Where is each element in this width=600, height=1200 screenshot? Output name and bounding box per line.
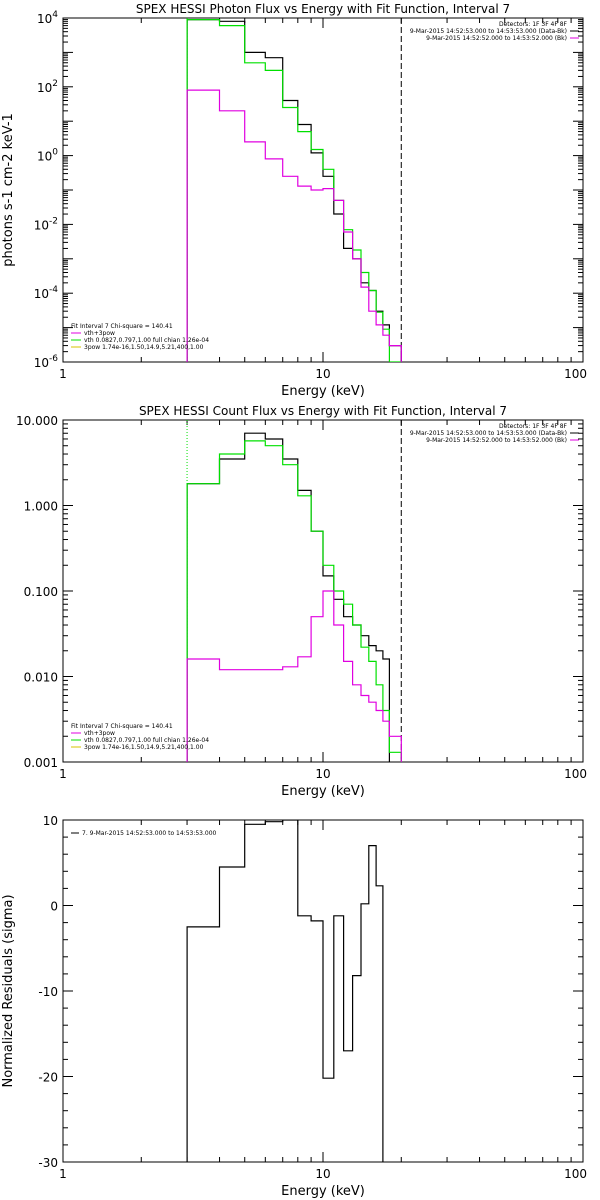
x-tick-label: 1 (59, 767, 67, 781)
data-series-2 (186, 440, 402, 762)
x-axis-label: Energy (keV) (281, 784, 365, 799)
x-axis-label: Energy (keV) (281, 1184, 365, 1199)
y-axis-label: Normalized Residuals (sigma) (1, 894, 16, 1087)
x-tick-label: 10 (315, 367, 330, 381)
data-series-2 (186, 19, 402, 362)
y-tick-label: -20 (38, 1071, 58, 1085)
y-tick-label: 0.001 (24, 756, 58, 770)
y-tick-label: 1.000 (24, 500, 58, 514)
x-tick-label: 10 (315, 1167, 330, 1181)
y-tick-label: 0.100 (24, 585, 58, 599)
y-tick-label: 102 (37, 79, 58, 95)
data-series-1 (186, 432, 390, 762)
chart-panel-1: SPEX HESSI Photon Flux vs Energy with Fi… (1, 2, 587, 399)
chart-title: SPEX HESSI Photon Flux vs Energy with Fi… (136, 2, 510, 16)
chart-panel-2: SPEX HESSI Count Flux vs Energy with Fit… (16, 404, 587, 799)
legend-entry: vth 0.0827,0.797,1.00 full chian 1.26e-0… (84, 337, 209, 344)
data-series-3 (186, 89, 402, 362)
y-tick-label: 10 (43, 814, 58, 828)
x-tick-label: 1 (59, 367, 67, 381)
legend-entry: 3pow 1.74e-16,1.50,14.9,5.21,400,1.00 (84, 744, 204, 751)
chart-title: SPEX HESSI Count Flux vs Energy with Fit… (139, 404, 507, 418)
x-tick-label: 10 (315, 767, 330, 781)
y-tick-label: 10-6 (34, 354, 59, 370)
legend-entry: Detectors: 1F 3F 4F 8F (499, 423, 568, 430)
y-tick-label: 10.000 (16, 414, 58, 428)
legend-entry: Detectors: 1F 3F 4F 8F (499, 21, 568, 28)
legend-entry: 9-Mar-2015 14:52:52.000 to 14:53:52.000 … (426, 437, 567, 444)
legend-entry: 9-Mar-2015 14:52:53.000 to 14:53:53.000 … (410, 430, 567, 437)
y-axis-label: photons s-1 cm-2 keV-1 (1, 113, 16, 267)
y-tick-label: 0 (50, 900, 58, 914)
x-tick-label: 100 (564, 367, 587, 381)
y-tick-label: 104 (37, 10, 58, 26)
legend-entry: Fit Interval 7 Chi-square = 140.41 (71, 723, 173, 730)
x-tick-label: 1 (59, 1167, 67, 1181)
x-axis-label: Energy (keV) (281, 384, 365, 399)
legend-entry: Fit Interval 7 Chi-square = 140.41 (71, 323, 173, 330)
x-tick-label: 100 (564, 767, 587, 781)
legend-entry: vth+3pow (84, 330, 115, 337)
y-tick-label: 10-4 (34, 285, 59, 301)
legend-entry: 3pow 1.74e-16,1.50,14.9,5.21,400,1.00 (84, 344, 204, 351)
legend-entry: 7. 9-Mar-2015 14:52:53.000 to 14:53:53.0… (82, 830, 217, 837)
y-tick-label: -30 (38, 1156, 58, 1170)
y-tick-label: -10 (38, 985, 58, 999)
legend-entry: 9-Mar-2015 14:52:53.000 to 14:53:53.000 … (410, 28, 567, 35)
data-series-3 (186, 590, 402, 762)
data-series-1 (186, 820, 384, 1162)
y-tick-label: 0.010 (24, 671, 58, 685)
legend-entry: vth+3pow (84, 730, 115, 737)
y-tick-label: 100 (37, 148, 58, 164)
chart-panel-3: 1 10 100 Energy (keV) -30 -20 -10 0 10 Normalized… (1, 814, 587, 1199)
legend-entry: vth 0.0827,0.797,1.00 full chian 1.26e-0… (84, 737, 209, 744)
legend-entry: 9-Mar-2015 14:52:52.000 to 14:53:52.000 … (426, 35, 567, 42)
y-tick-label: 10-2 (34, 216, 58, 232)
x-tick-label: 100 (564, 1167, 587, 1181)
